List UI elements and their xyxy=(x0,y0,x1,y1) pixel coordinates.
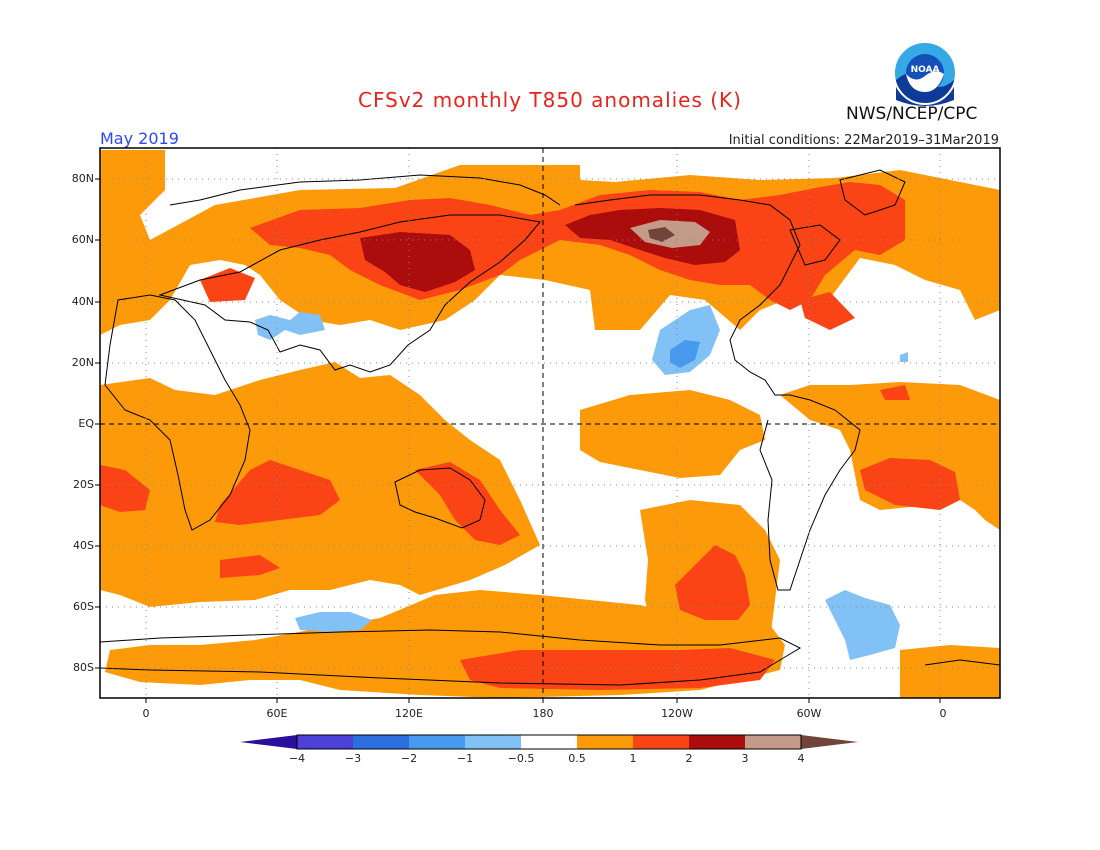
initial-conditions: Initial conditions: 22Mar2019–31Mar2019 xyxy=(728,133,999,148)
colorbar-swatch xyxy=(465,735,521,749)
colorbar-swatch xyxy=(745,735,801,749)
lon-label: 60W xyxy=(796,707,822,720)
map-frame xyxy=(99,147,1001,699)
colorbar-swatch xyxy=(409,735,465,749)
colorbar-right-arrow xyxy=(801,735,858,749)
organization-label: NWS/NCEP/CPC xyxy=(846,104,978,124)
colorbar xyxy=(240,734,858,750)
colorbar-label: −1 xyxy=(456,752,474,765)
colorbar-label: −3 xyxy=(344,752,362,765)
colorbar-swatch xyxy=(521,735,577,749)
lat-label: EQ xyxy=(78,417,94,430)
colorbar-swatch xyxy=(297,735,353,749)
colorbar-label: 0.5 xyxy=(568,752,586,765)
colorbar-label: 1 xyxy=(629,752,637,765)
lat-label: 60S xyxy=(73,600,94,613)
colorbar-swatch xyxy=(577,735,633,749)
colorbar-left-arrow xyxy=(240,735,297,749)
noaa-logo-icon: NOAA xyxy=(893,41,957,106)
forecast-period: May 2019 xyxy=(100,129,179,148)
lat-label: 80N xyxy=(71,172,94,185)
lat-label: 20N xyxy=(71,356,94,369)
axis-ticks xyxy=(95,178,941,703)
coastlines xyxy=(100,169,1000,686)
lon-label: 120W xyxy=(661,707,693,720)
colorbar-label: 3 xyxy=(741,752,749,765)
colorbar-label: 2 xyxy=(685,752,693,765)
colorbar-label: −4 xyxy=(288,752,306,765)
lon-label: 120E xyxy=(395,707,423,720)
lon-label: 60E xyxy=(266,707,288,720)
lon-label: 0 xyxy=(939,707,947,720)
colorbar-swatch xyxy=(353,735,409,749)
colorbar-label: −0.5 xyxy=(507,752,535,765)
lat-label: 60N xyxy=(71,233,94,246)
lat-label: 20S xyxy=(73,478,94,491)
lat-label: 40S xyxy=(73,539,94,552)
anomaly-region-brown xyxy=(648,227,675,242)
noaa-logo-text: NOAA xyxy=(911,65,940,75)
lat-gridlines xyxy=(100,178,1000,669)
colorbar-swatch xyxy=(633,735,689,749)
map-title: CFSv2 monthly T850 anomalies (K) xyxy=(358,88,742,112)
lon-label: 0 xyxy=(142,707,150,720)
colorbar-swatch xyxy=(689,735,745,749)
lat-label: 40N xyxy=(71,295,94,308)
lon-label: 180 xyxy=(532,707,554,720)
anomaly-regions-lightblue xyxy=(255,305,908,660)
lat-label: 80S xyxy=(73,661,94,674)
colorbar-label: 4 xyxy=(797,752,805,765)
colorbar-label: −2 xyxy=(400,752,418,765)
